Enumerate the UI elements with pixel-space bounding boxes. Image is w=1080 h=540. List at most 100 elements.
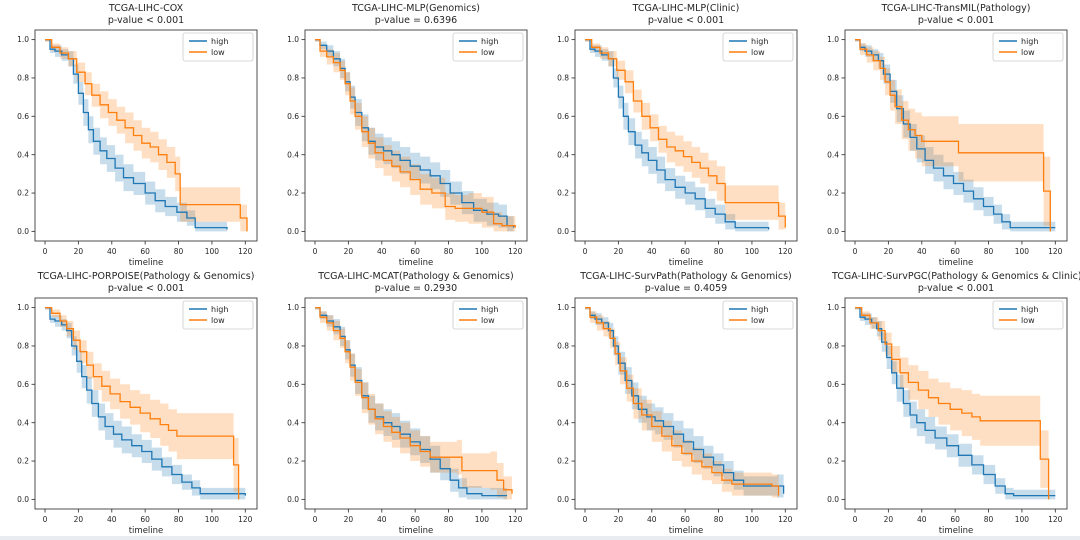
svg-text:0.0: 0.0 [17, 227, 29, 236]
svg-text:timeline: timeline [669, 258, 704, 268]
svg-text:0.6: 0.6 [287, 380, 299, 389]
svg-text:low: low [1021, 48, 1035, 57]
svg-text:80: 80 [984, 515, 994, 524]
panel-subtitle: p-value < 0.001 [917, 15, 995, 26]
svg-text:1.0: 1.0 [557, 303, 569, 312]
svg-text:0.2: 0.2 [557, 189, 569, 198]
km-plot-svg: 0 20 40 60 80 100 120 0.0 0.2 0.4 0.6 0.8 1.0 timelin… [17, 29, 258, 268]
svg-text:0: 0 [853, 247, 858, 256]
svg-text:timeline: timeline [399, 258, 434, 268]
svg-text:timeline: timeline [129, 526, 164, 536]
svg-text:40: 40 [917, 247, 927, 256]
svg-text:120: 120 [508, 515, 523, 524]
svg-text:40: 40 [647, 247, 657, 256]
svg-text:0.8: 0.8 [557, 342, 569, 351]
svg-text:80: 80 [174, 247, 184, 256]
panel-subtitle: p-value = 0.2930 [374, 283, 458, 294]
svg-text:1.0: 1.0 [827, 35, 839, 44]
svg-text:100: 100 [205, 515, 220, 524]
svg-text:100: 100 [475, 247, 490, 256]
svg-text:0.6: 0.6 [827, 380, 839, 389]
svg-text:60: 60 [140, 515, 150, 524]
svg-text:0.2: 0.2 [17, 189, 29, 198]
panel-subtitle: p-value < 0.001 [917, 283, 995, 294]
svg-text:100: 100 [1015, 247, 1030, 256]
svg-text:80: 80 [984, 247, 994, 256]
svg-text:low: low [751, 48, 765, 57]
svg-text:high: high [211, 305, 228, 314]
svg-text:120: 120 [508, 247, 523, 256]
panel-title: TCGA-LIHC-SurvPath(Pathology & Genomics) [580, 271, 792, 282]
panel-title: TCGA-LIHC-MCAT(Pathology & Genomics) [318, 271, 514, 282]
svg-text:0: 0 [853, 515, 858, 524]
svg-text:0.6: 0.6 [557, 380, 569, 389]
km-panel-mcat: TCGA-LIHC-MCAT(Pathology & Genomics) p-v… [270, 268, 540, 536]
svg-text:20: 20 [884, 247, 894, 256]
svg-text:1.0: 1.0 [287, 303, 299, 312]
svg-text:0.4: 0.4 [287, 150, 299, 159]
svg-text:40: 40 [377, 515, 387, 524]
svg-text:0.6: 0.6 [17, 112, 29, 121]
svg-text:40: 40 [917, 515, 927, 524]
svg-text:timeline: timeline [939, 258, 974, 268]
svg-text:0.0: 0.0 [557, 227, 569, 236]
svg-text:120: 120 [1048, 515, 1063, 524]
svg-text:100: 100 [205, 247, 220, 256]
km-plot-svg: 0 20 40 60 80 100 120 0.0 0.2 0.4 0.6 0.8 1.0 timelin… [287, 29, 528, 268]
svg-text:60: 60 [950, 515, 960, 524]
svg-text:1.0: 1.0 [287, 35, 299, 44]
svg-text:0.0: 0.0 [827, 227, 839, 236]
panel-title: TCGA-LIHC-PORPOISE(Pathology & Genomics) [37, 271, 255, 282]
svg-text:80: 80 [444, 515, 454, 524]
svg-text:60: 60 [950, 247, 960, 256]
svg-text:0.2: 0.2 [287, 189, 299, 198]
svg-text:20: 20 [614, 515, 624, 524]
svg-text:0.4: 0.4 [557, 418, 569, 427]
svg-text:0.4: 0.4 [827, 418, 839, 427]
panel-subtitle: p-value = 0.4059 [644, 283, 728, 294]
svg-text:0.0: 0.0 [827, 495, 839, 504]
svg-text:high: high [751, 37, 768, 46]
svg-text:100: 100 [745, 515, 760, 524]
svg-text:120: 120 [1048, 247, 1063, 256]
svg-text:high: high [481, 305, 498, 314]
panel-subtitle: p-value < 0.001 [647, 15, 725, 26]
km-plot-svg: 0 20 40 60 80 100 120 0.0 0.2 0.4 0.6 0.8 1.0 timelin… [827, 297, 1068, 536]
km-plot-svg: 0 20 40 60 80 100 120 0.0 0.2 0.4 0.6 0.8 1.0 timelin… [827, 29, 1068, 268]
svg-text:0.4: 0.4 [17, 418, 29, 427]
svg-text:0.2: 0.2 [17, 457, 29, 466]
svg-text:0.2: 0.2 [827, 189, 839, 198]
svg-text:high: high [751, 305, 768, 314]
svg-text:20: 20 [884, 515, 894, 524]
svg-text:1.0: 1.0 [17, 35, 29, 44]
svg-text:0.8: 0.8 [827, 342, 839, 351]
panel-title: TCGA-LIHC-COX [108, 3, 184, 14]
svg-text:low: low [211, 48, 225, 57]
svg-text:low: low [211, 316, 225, 325]
panel-subtitle: p-value < 0.001 [107, 283, 185, 294]
svg-text:high: high [1021, 305, 1038, 314]
km-panel-survpgc: TCGA-LIHC-SurvPGC(Pathology & Genomics &… [810, 268, 1080, 536]
svg-text:120: 120 [238, 247, 253, 256]
km-panel-mlp-clinic: TCGA-LIHC-MLP(Clinic) p-value < 0.001 0 2… [540, 0, 810, 268]
svg-text:20: 20 [614, 247, 624, 256]
svg-text:0.0: 0.0 [287, 227, 299, 236]
svg-text:0.8: 0.8 [827, 74, 839, 83]
svg-text:1.0: 1.0 [17, 303, 29, 312]
svg-text:120: 120 [778, 247, 793, 256]
panel-subtitle: p-value = 0.6396 [374, 15, 458, 26]
km-plot-svg: 0 20 40 60 80 100 120 0.0 0.2 0.4 0.6 0.8 1.0 timelin… [17, 297, 258, 536]
svg-text:0.6: 0.6 [557, 112, 569, 121]
svg-text:20: 20 [74, 247, 84, 256]
svg-text:low: low [481, 316, 495, 325]
svg-text:60: 60 [410, 247, 420, 256]
svg-text:high: high [481, 37, 498, 46]
svg-text:0.2: 0.2 [827, 457, 839, 466]
window-bottom-edge [0, 536, 1080, 540]
km-panel-survpath: TCGA-LIHC-SurvPath(Pathology & Genomics)… [540, 268, 810, 536]
svg-text:100: 100 [745, 247, 760, 256]
svg-text:timeline: timeline [939, 526, 974, 536]
svg-text:80: 80 [444, 247, 454, 256]
svg-text:high: high [211, 37, 228, 46]
